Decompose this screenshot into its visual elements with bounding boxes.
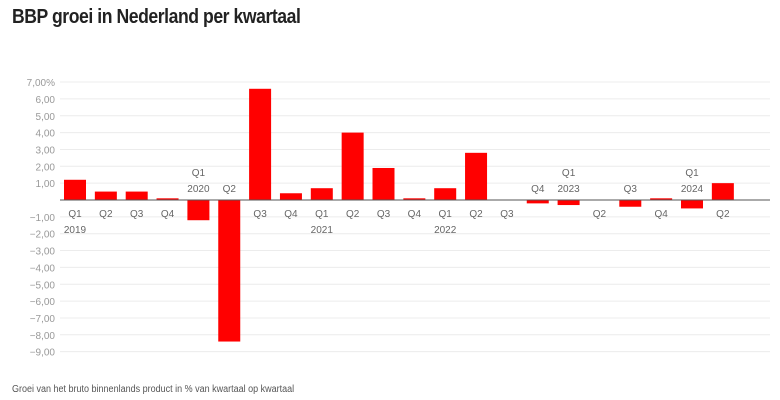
x-tick-label: Q1 bbox=[315, 209, 329, 220]
y-tick-label: 2,00 bbox=[36, 162, 56, 173]
x-tick-label: Q3 bbox=[253, 209, 267, 220]
bar bbox=[711, 183, 734, 200]
x-tick-label: Q3 bbox=[377, 209, 391, 220]
y-tick-label: −7,00 bbox=[30, 314, 56, 325]
bar bbox=[403, 198, 426, 200]
x-tick-label: Q3 bbox=[500, 209, 514, 220]
x-tick-label: Q2 bbox=[593, 209, 607, 220]
x-tick-label: Q1 bbox=[68, 209, 82, 220]
bar bbox=[310, 188, 333, 200]
x-tick-label: Q3 bbox=[130, 209, 144, 220]
x-tick-label: 2024 bbox=[681, 184, 704, 195]
x-tick-label: Q4 bbox=[531, 184, 545, 195]
y-tick-label: 3,00 bbox=[36, 145, 56, 156]
x-tick-label: 2022 bbox=[434, 225, 457, 236]
y-tick-label: −8,00 bbox=[30, 331, 56, 342]
x-tick-label: Q3 bbox=[624, 184, 638, 195]
x-tick-label: 2021 bbox=[311, 225, 334, 236]
bar bbox=[64, 179, 86, 200]
bar bbox=[218, 200, 241, 342]
x-tick-label: Q2 bbox=[716, 209, 730, 220]
x-tick-label: 2020 bbox=[187, 184, 210, 195]
y-tick-label: −9,00 bbox=[30, 348, 56, 359]
x-tick-label: Q1 bbox=[439, 209, 453, 220]
x-tick-label: 2023 bbox=[557, 184, 580, 195]
bar bbox=[681, 200, 703, 209]
y-tick-label: −4,00 bbox=[30, 263, 56, 274]
bar bbox=[372, 167, 395, 200]
bar bbox=[650, 198, 673, 200]
bar bbox=[465, 152, 488, 200]
y-tick-label: −5,00 bbox=[30, 280, 56, 291]
x-tick-label: Q1 bbox=[562, 168, 576, 179]
bar bbox=[279, 193, 302, 200]
bar bbox=[557, 200, 580, 206]
y-tick-label: −1,00 bbox=[30, 213, 56, 224]
bar bbox=[526, 200, 549, 204]
x-tick-label: Q4 bbox=[284, 209, 298, 220]
y-tick-label: −2,00 bbox=[30, 230, 56, 241]
x-tick-label: Q2 bbox=[469, 209, 483, 220]
x-tick-label: Q4 bbox=[654, 209, 668, 220]
bar bbox=[94, 191, 117, 200]
bar bbox=[156, 198, 179, 200]
y-tick-label: 1,00 bbox=[36, 179, 56, 190]
y-tick-label: 4,00 bbox=[36, 129, 56, 140]
x-tick-label: Q2 bbox=[223, 184, 237, 195]
x-tick-label: Q2 bbox=[346, 209, 360, 220]
x-tick-label: Q1 bbox=[685, 168, 699, 179]
y-tick-label: −3,00 bbox=[30, 247, 56, 258]
x-tick-label: 2019 bbox=[64, 225, 87, 236]
chart-footnote: Groei van het bruto binnenlands product … bbox=[12, 384, 295, 395]
y-tick-label: −6,00 bbox=[30, 297, 56, 308]
bar bbox=[249, 88, 272, 200]
bar bbox=[125, 191, 148, 200]
bar bbox=[341, 132, 364, 200]
x-tick-label: Q2 bbox=[99, 209, 113, 220]
x-tick-label: Q4 bbox=[408, 209, 422, 220]
x-tick-label: Q4 bbox=[161, 209, 175, 220]
bar bbox=[187, 200, 210, 221]
x-tick-label: Q1 bbox=[192, 168, 206, 179]
chart-title: BBP groei in Nederland per kwartaal bbox=[12, 6, 301, 28]
bar bbox=[619, 200, 642, 207]
y-tick-label: 7,00% bbox=[27, 78, 55, 89]
y-tick-label: 6,00 bbox=[36, 95, 56, 106]
y-tick-label: 5,00 bbox=[36, 112, 56, 123]
bar bbox=[434, 188, 457, 200]
